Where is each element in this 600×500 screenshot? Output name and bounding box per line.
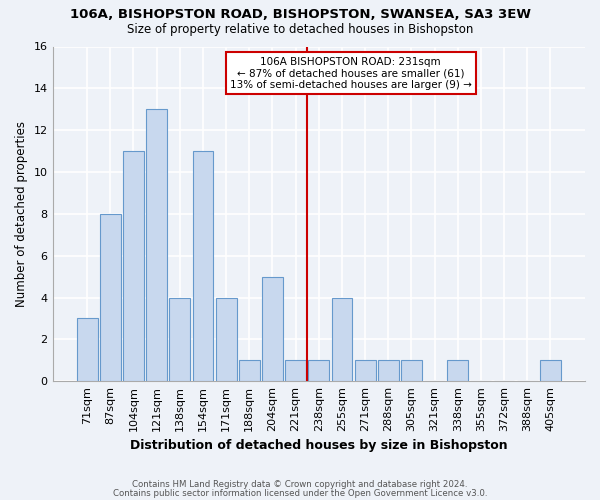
Y-axis label: Number of detached properties: Number of detached properties (15, 121, 28, 307)
Text: Contains public sector information licensed under the Open Government Licence v3: Contains public sector information licen… (113, 489, 487, 498)
Text: 106A BISHOPSTON ROAD: 231sqm
← 87% of detached houses are smaller (61)
13% of se: 106A BISHOPSTON ROAD: 231sqm ← 87% of de… (230, 56, 472, 90)
Text: Size of property relative to detached houses in Bishopston: Size of property relative to detached ho… (127, 22, 473, 36)
Bar (146, 110, 167, 381)
Bar (123, 151, 144, 381)
Bar (540, 360, 561, 381)
Text: Contains HM Land Registry data © Crown copyright and database right 2024.: Contains HM Land Registry data © Crown c… (132, 480, 468, 489)
Bar (100, 214, 121, 381)
X-axis label: Distribution of detached houses by size in Bishopston: Distribution of detached houses by size … (130, 440, 508, 452)
Bar (77, 318, 98, 381)
Bar (216, 298, 236, 381)
Bar (169, 298, 190, 381)
Bar (308, 360, 329, 381)
Bar (448, 360, 468, 381)
Bar (193, 151, 214, 381)
Bar (332, 298, 352, 381)
Bar (378, 360, 398, 381)
Bar (355, 360, 376, 381)
Text: 106A, BISHOPSTON ROAD, BISHOPSTON, SWANSEA, SA3 3EW: 106A, BISHOPSTON ROAD, BISHOPSTON, SWANS… (70, 8, 530, 20)
Bar (262, 276, 283, 381)
Bar (401, 360, 422, 381)
Bar (239, 360, 260, 381)
Bar (285, 360, 306, 381)
